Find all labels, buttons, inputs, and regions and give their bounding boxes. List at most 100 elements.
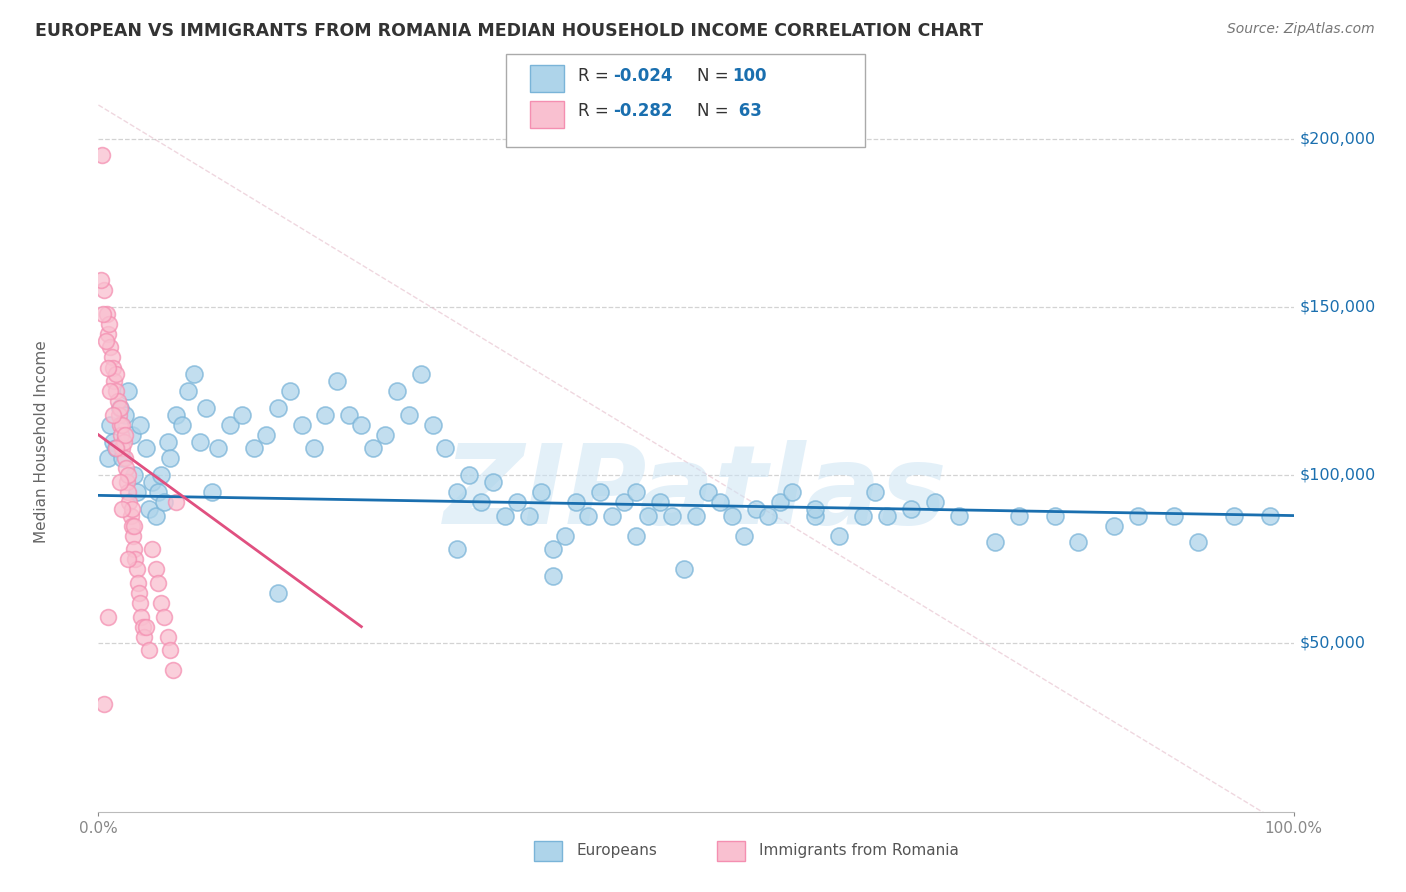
Point [1008, 508, 1031, 523]
Point [141, 542, 163, 557]
Point [1258, 508, 1281, 523]
Point [315, 408, 337, 422]
Point [105, 442, 128, 456]
Point [589, 485, 612, 500]
Point [122, 529, 145, 543]
Point [138, 643, 160, 657]
Point [108, 417, 131, 432]
Point [101, 434, 124, 449]
Point [1223, 508, 1246, 523]
Point [756, 508, 779, 523]
Point [828, 529, 851, 543]
Point [541, 542, 564, 557]
Point [108, 401, 131, 415]
Point [98, 384, 122, 398]
Text: ZIPatlas: ZIPatlas [444, 440, 948, 547]
Text: $50,000: $50,000 [1299, 636, 1365, 651]
Point [117, 552, 139, 566]
Point [637, 508, 659, 523]
Point [267, 401, 290, 415]
Point [114, 427, 136, 442]
Point [98, 317, 121, 331]
Point [207, 442, 229, 456]
Point [984, 535, 1007, 549]
Point [188, 434, 211, 449]
Text: -0.024: -0.024 [613, 67, 672, 85]
Point [118, 495, 141, 509]
Point [108, 475, 131, 489]
Point [626, 529, 648, 543]
Point [105, 384, 128, 398]
Point [363, 442, 385, 456]
Point [900, 501, 922, 516]
Point [172, 417, 194, 432]
Point [804, 501, 827, 516]
Point [107, 394, 129, 409]
Point [114, 451, 136, 466]
Point [105, 442, 128, 456]
Point [138, 501, 160, 516]
Point [129, 417, 152, 432]
Point [97, 326, 120, 341]
Point [1104, 518, 1126, 533]
Point [350, 417, 373, 432]
Point [97, 609, 120, 624]
Point [148, 485, 170, 500]
Point [108, 401, 131, 415]
Point [613, 495, 636, 509]
Text: Median Household Income: Median Household Income [34, 340, 49, 543]
Point [602, 508, 624, 523]
Point [132, 630, 155, 644]
Text: Immigrants from Romania: Immigrants from Romania [759, 844, 959, 858]
Point [131, 619, 153, 633]
Point [541, 569, 564, 583]
Point [124, 468, 146, 483]
Point [153, 495, 176, 509]
Text: $100,000: $100,000 [1299, 467, 1375, 483]
Point [661, 508, 683, 523]
Point [326, 374, 349, 388]
Point [111, 442, 134, 456]
Point [97, 451, 120, 466]
Point [129, 596, 152, 610]
Point [1067, 535, 1090, 549]
Point [100, 351, 122, 365]
Point [530, 485, 553, 500]
Point [804, 508, 827, 523]
Point [117, 384, 139, 398]
Point [673, 562, 696, 576]
Point [131, 609, 153, 624]
Text: $200,000: $200,000 [1299, 131, 1375, 146]
Point [481, 475, 505, 489]
Point [127, 575, 149, 590]
Point [446, 542, 468, 557]
Point [697, 485, 720, 500]
Point [111, 417, 134, 432]
Text: N =: N = [697, 67, 734, 85]
Point [1163, 508, 1185, 523]
Point [128, 586, 150, 600]
Point [398, 408, 420, 422]
Point [115, 461, 138, 475]
Text: -0.282: -0.282 [613, 103, 672, 120]
Point [117, 485, 139, 500]
Point [120, 508, 142, 523]
Text: R =: R = [578, 67, 614, 85]
Text: Source: ZipAtlas.com: Source: ZipAtlas.com [1227, 22, 1375, 37]
Point [93, 283, 115, 297]
Point [135, 442, 157, 456]
Text: Europeans: Europeans [576, 844, 658, 858]
Point [165, 408, 187, 422]
Point [111, 501, 134, 516]
Point [865, 485, 887, 500]
Point [110, 427, 132, 442]
Point [924, 495, 946, 509]
Point [162, 664, 184, 678]
Point [243, 442, 266, 456]
Point [98, 340, 122, 354]
Point [125, 562, 148, 576]
Point [101, 360, 124, 375]
Point [374, 427, 396, 442]
Point [159, 643, 181, 657]
Point [156, 630, 179, 644]
